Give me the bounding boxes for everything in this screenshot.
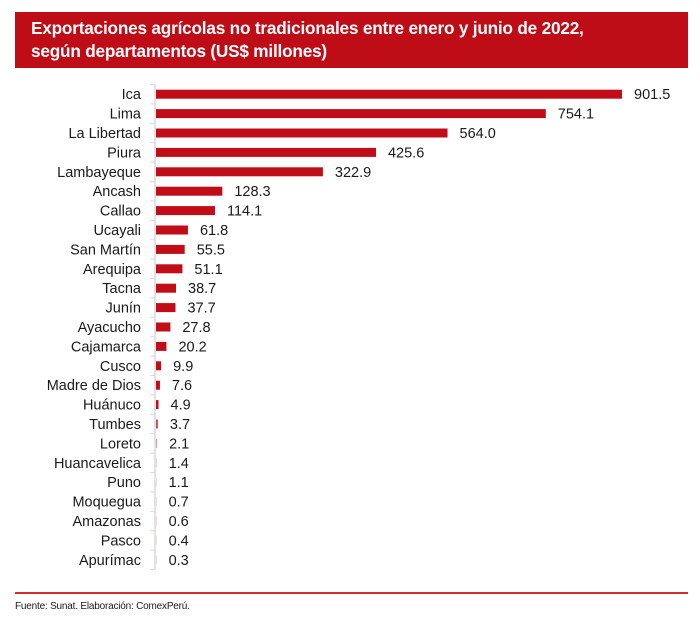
footer-divider xyxy=(15,592,688,594)
bar-callao xyxy=(156,206,215,216)
bar-apur-mac xyxy=(156,555,157,565)
category-label: Piura xyxy=(107,145,142,161)
bar-pasco xyxy=(156,535,157,545)
bar-loreto xyxy=(156,438,158,448)
bar-cajamarca xyxy=(156,341,167,351)
chart-title-line-1: Exportaciones agrícolas no tradicionales… xyxy=(31,18,584,38)
category-label: Apurímac xyxy=(79,553,141,569)
category-label: Arequipa xyxy=(83,262,142,278)
category-label: Callao xyxy=(100,204,141,220)
value-label: 0.4 xyxy=(169,533,189,549)
bar-amazonas xyxy=(156,516,157,526)
value-label: 51.1 xyxy=(194,262,222,278)
bar-lambayeque xyxy=(156,167,323,177)
value-label: 37.7 xyxy=(187,301,215,317)
value-label: 4.9 xyxy=(171,398,191,414)
bar-la-libertad xyxy=(156,128,448,138)
value-label: 322.9 xyxy=(335,165,371,181)
value-label: 1.1 xyxy=(169,475,189,491)
category-label: Pasco xyxy=(101,533,141,549)
value-label: 0.6 xyxy=(169,514,189,530)
category-label: San Martín xyxy=(70,242,141,258)
value-label: 0.7 xyxy=(169,495,189,511)
bar-lima xyxy=(156,109,546,119)
category-label: Loreto xyxy=(100,436,141,452)
category-label: Tumbes xyxy=(89,417,141,433)
bar-piura xyxy=(156,147,376,157)
value-label: 128.3 xyxy=(234,184,270,200)
value-label: 20.2 xyxy=(178,339,206,355)
category-label: Moquegua xyxy=(72,495,141,511)
category-label: Huancavelica xyxy=(54,456,142,472)
category-label: Madre de Dios xyxy=(47,378,141,394)
category-label: Lima xyxy=(110,107,142,123)
bar-ica xyxy=(156,89,622,99)
value-label: 7.6 xyxy=(172,378,192,394)
value-label: 425.6 xyxy=(388,145,424,161)
category-label: Cusco xyxy=(100,359,141,375)
value-label: 61.8 xyxy=(200,223,228,239)
category-label: Lambayeque xyxy=(57,165,141,181)
value-label: 38.7 xyxy=(188,281,216,297)
value-label: 901.5 xyxy=(634,87,670,103)
chart-title-line-2: según departamentos (US$ millones) xyxy=(31,41,327,61)
value-label: 9.9 xyxy=(173,359,193,375)
value-label: 55.5 xyxy=(197,242,225,258)
bar-tumbes xyxy=(156,419,158,429)
value-label: 0.3 xyxy=(169,553,189,569)
bar-ayacucho xyxy=(156,322,171,332)
value-label: 564.0 xyxy=(460,126,496,142)
value-label: 2.1 xyxy=(169,436,189,452)
bar-san-mart-n xyxy=(156,244,185,254)
bar-huancavelica xyxy=(156,458,157,468)
category-label: Huánuco xyxy=(83,398,141,414)
chart-title-banner: Exportaciones agrícolas no tradicionales… xyxy=(15,12,688,68)
category-label: Ancash xyxy=(93,184,141,200)
bar-madre-de-dios xyxy=(156,380,160,390)
category-label: Amazonas xyxy=(72,514,141,530)
value-label: 114.1 xyxy=(227,204,262,220)
category-label: Junín xyxy=(106,301,141,317)
value-label: 3.7 xyxy=(170,417,190,433)
bar-puno xyxy=(156,477,157,487)
value-label: 1.4 xyxy=(169,456,189,472)
bar-hu-nuco xyxy=(156,400,159,410)
category-label: Puno xyxy=(107,475,141,491)
bar-moquegua xyxy=(156,497,157,507)
category-label: Tacna xyxy=(102,281,142,297)
bar-jun-n xyxy=(156,303,176,313)
value-label: 27.8 xyxy=(182,320,210,336)
value-label: 754.1 xyxy=(558,107,594,123)
bar-tacna xyxy=(156,283,177,293)
bar-ucayali xyxy=(156,225,188,235)
category-label: Ayacucho xyxy=(78,320,141,336)
source-note: Fuente: Sunat. Elaboración: ComexPerú. xyxy=(15,601,190,612)
category-label: Cajamarca xyxy=(71,339,142,355)
category-label: Ica xyxy=(122,87,142,103)
bar-cusco xyxy=(156,361,162,371)
bar-arequipa xyxy=(156,264,183,274)
category-label: Ucayali xyxy=(93,223,141,239)
bar-ancash xyxy=(156,186,223,196)
category-label: La Libertad xyxy=(68,126,141,142)
